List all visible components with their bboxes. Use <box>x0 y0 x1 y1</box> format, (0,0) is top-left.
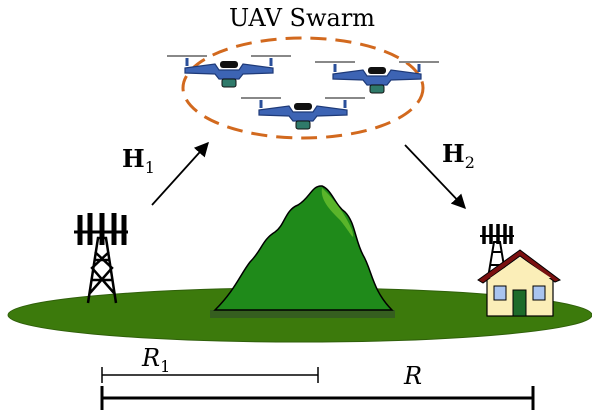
link-sub: 1 <box>145 158 155 177</box>
uav <box>165 54 293 89</box>
arrow-h1 <box>151 141 209 206</box>
swarm-boundary <box>181 36 425 140</box>
uav <box>313 60 441 95</box>
link-label: H1 <box>122 144 155 177</box>
distance-label: R1 <box>141 344 170 376</box>
distance-main: R <box>141 344 160 372</box>
mountain-highlight <box>321 188 354 237</box>
distance-r <box>100 386 535 410</box>
distance-label: R <box>403 362 422 390</box>
link-label: H2 <box>442 139 475 172</box>
link-sub: 2 <box>465 153 475 172</box>
mountain-base <box>210 310 395 318</box>
distance-r1 <box>101 367 319 383</box>
mountain <box>213 185 394 311</box>
tower-left <box>74 213 128 304</box>
house <box>477 249 562 317</box>
link-main: H <box>122 144 145 173</box>
uav <box>239 96 367 131</box>
title: UAV Swarm <box>229 4 375 32</box>
link-main: H <box>442 139 465 168</box>
distance-sub: 1 <box>160 357 170 376</box>
arrow-h2 <box>404 144 466 210</box>
